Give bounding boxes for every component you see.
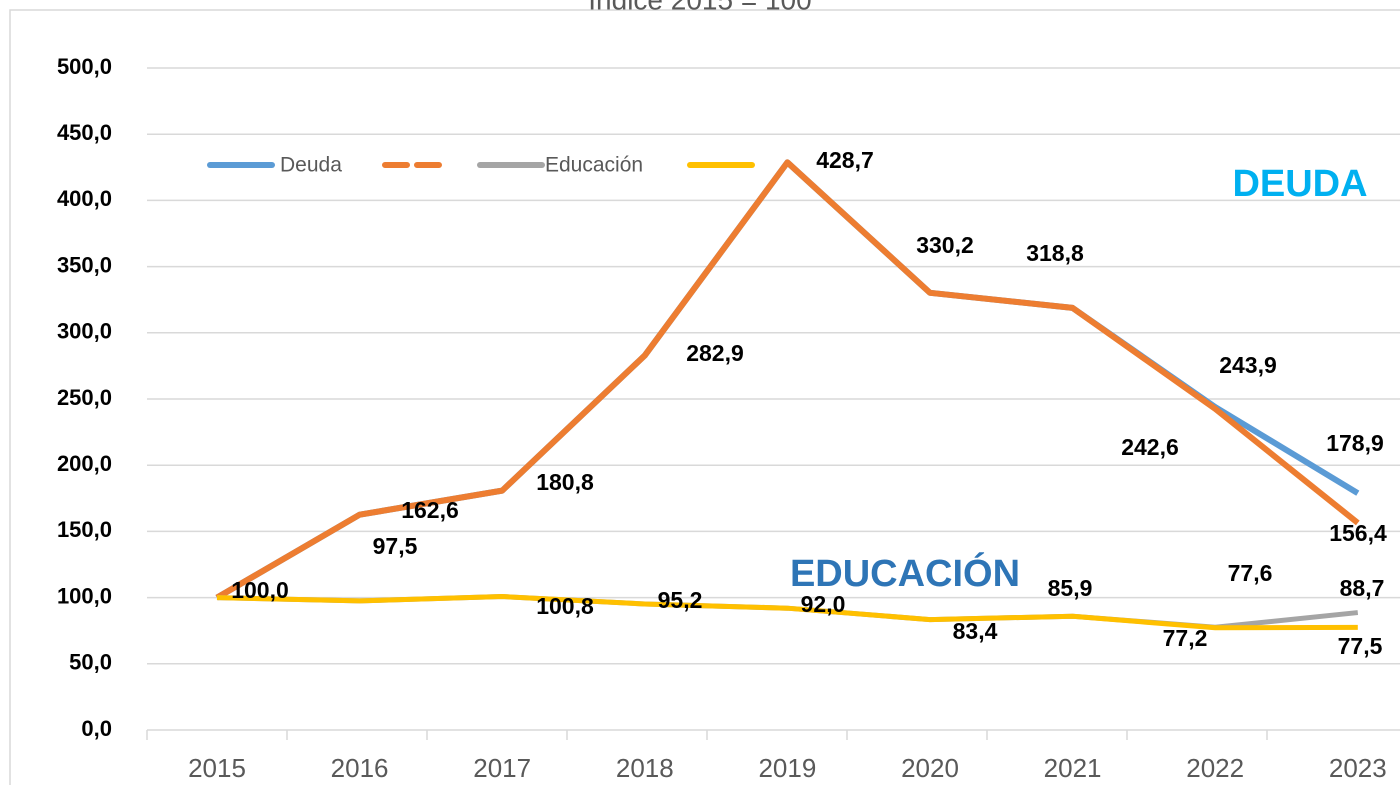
y-tick-label: 100,0 [57,583,112,608]
chart-border [9,9,1400,785]
y-tick-label: 200,0 [57,451,112,476]
y-tick-label: 500,0 [57,54,112,79]
y-tick-label: 250,0 [57,385,112,410]
data-label: 330,2 [916,232,974,258]
legend-label: Educación [545,154,643,177]
x-tick-label: 2015 [188,753,246,783]
data-label: 88,7 [1340,575,1385,601]
data-label: 95,2 [658,587,703,613]
x-tick-label: 2023 [1329,753,1387,783]
legend-label: Deuda [280,154,342,177]
data-label: 100,0 [231,577,289,603]
y-tick-label: 450,0 [57,120,112,145]
data-label: 428,7 [816,147,874,173]
y-tick-label: 350,0 [57,252,112,277]
x-tick-label: 2018 [616,753,674,783]
y-tick-label: 400,0 [57,186,112,211]
data-label: 318,8 [1026,240,1084,266]
data-label: 83,4 [953,618,998,644]
data-label: 85,9 [1048,575,1093,601]
x-tick-label: 2020 [901,753,959,783]
annotation: EDUCACIÓN [790,551,1020,595]
data-label: 92,0 [801,591,846,617]
data-label: 180,8 [536,469,594,495]
y-tick-label: 150,0 [57,517,112,542]
x-tick-label: 2016 [331,753,389,783]
data-label: 77,2 [1163,625,1208,651]
y-tick-label: 300,0 [57,319,112,344]
data-label: 100,8 [536,593,594,619]
data-label: 97,5 [373,533,418,559]
data-label: 242,6 [1121,434,1179,460]
annotation: DEUDA [1232,163,1367,205]
data-label: 178,9 [1326,430,1384,456]
chart-title: Índice 2015 = 100 [588,0,811,15]
x-tick-label: 2019 [758,753,816,783]
data-label: 156,4 [1329,520,1387,546]
x-tick-label: 2017 [473,753,531,783]
series-line [216,594,1358,631]
data-label: 77,6 [1228,560,1273,586]
y-tick-label: 50,0 [69,650,112,675]
data-label: 243,9 [1219,352,1277,378]
data-label: 282,9 [686,340,744,366]
x-tick-label: 2021 [1044,753,1102,783]
data-label: 77,5 [1338,633,1383,659]
x-tick-label: 2022 [1186,753,1244,783]
series-line [215,159,1360,601]
data-label: 162,6 [401,497,459,523]
y-tick-label: 0,0 [81,716,112,741]
